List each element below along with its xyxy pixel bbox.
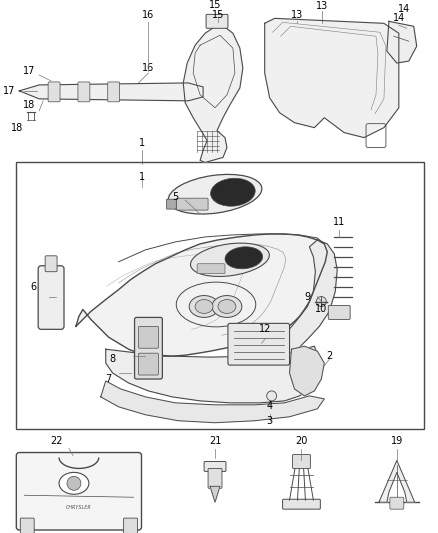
Text: 15: 15 — [212, 10, 224, 20]
Polygon shape — [265, 18, 399, 138]
Text: 5: 5 — [172, 192, 178, 202]
Text: 19: 19 — [391, 435, 403, 446]
Circle shape — [316, 296, 326, 306]
Text: 4: 4 — [267, 401, 273, 411]
FancyBboxPatch shape — [45, 256, 57, 272]
Polygon shape — [290, 346, 324, 396]
FancyBboxPatch shape — [48, 82, 60, 102]
Polygon shape — [387, 21, 417, 63]
Text: 9: 9 — [304, 292, 311, 302]
FancyBboxPatch shape — [328, 305, 350, 319]
Text: 11: 11 — [333, 217, 345, 227]
FancyBboxPatch shape — [124, 518, 138, 533]
Text: 6: 6 — [30, 281, 36, 292]
Text: 8: 8 — [110, 354, 116, 364]
Ellipse shape — [189, 296, 219, 318]
FancyBboxPatch shape — [206, 14, 228, 28]
Ellipse shape — [212, 296, 242, 318]
FancyBboxPatch shape — [197, 264, 225, 273]
FancyBboxPatch shape — [204, 462, 226, 471]
Circle shape — [67, 477, 81, 490]
Polygon shape — [106, 346, 319, 403]
FancyBboxPatch shape — [78, 82, 90, 102]
Ellipse shape — [195, 300, 213, 313]
Text: 12: 12 — [258, 325, 271, 334]
Text: 16: 16 — [142, 63, 155, 73]
FancyBboxPatch shape — [166, 199, 176, 209]
Ellipse shape — [225, 247, 263, 269]
FancyBboxPatch shape — [138, 326, 159, 348]
Ellipse shape — [168, 174, 262, 214]
Circle shape — [267, 391, 277, 401]
FancyBboxPatch shape — [208, 469, 222, 488]
Text: 2: 2 — [326, 351, 332, 361]
Text: 16: 16 — [142, 10, 155, 20]
FancyBboxPatch shape — [16, 163, 424, 429]
Polygon shape — [19, 83, 203, 101]
Ellipse shape — [59, 472, 89, 494]
Text: 1: 1 — [139, 138, 145, 148]
Text: 17: 17 — [3, 86, 16, 96]
FancyBboxPatch shape — [16, 453, 141, 530]
FancyBboxPatch shape — [108, 82, 120, 102]
FancyBboxPatch shape — [20, 518, 34, 533]
Text: 7: 7 — [106, 374, 112, 384]
Text: 10: 10 — [315, 304, 328, 314]
Text: 3: 3 — [267, 416, 273, 426]
Polygon shape — [210, 486, 220, 502]
FancyBboxPatch shape — [293, 455, 311, 469]
FancyBboxPatch shape — [138, 353, 159, 375]
Polygon shape — [76, 234, 327, 356]
Text: 14: 14 — [398, 4, 410, 14]
Text: 18: 18 — [23, 100, 35, 110]
Text: 22: 22 — [50, 435, 62, 446]
Text: 15: 15 — [209, 1, 221, 11]
Polygon shape — [279, 240, 337, 353]
FancyBboxPatch shape — [283, 499, 320, 509]
Text: CHRYSLER: CHRYSLER — [66, 505, 92, 510]
Polygon shape — [101, 381, 324, 423]
Text: 20: 20 — [295, 435, 307, 446]
FancyBboxPatch shape — [38, 266, 64, 329]
Ellipse shape — [191, 243, 269, 277]
Text: 17: 17 — [23, 66, 35, 76]
Text: 14: 14 — [393, 13, 405, 23]
Text: 21: 21 — [209, 435, 221, 446]
FancyBboxPatch shape — [228, 324, 290, 365]
Text: 1: 1 — [139, 172, 145, 182]
Polygon shape — [379, 461, 415, 502]
FancyBboxPatch shape — [390, 497, 404, 509]
Text: 18: 18 — [11, 123, 24, 133]
Ellipse shape — [211, 178, 255, 206]
Polygon shape — [183, 23, 243, 163]
FancyBboxPatch shape — [134, 318, 162, 379]
Text: 13: 13 — [291, 10, 304, 20]
Text: 13: 13 — [316, 2, 328, 11]
FancyBboxPatch shape — [176, 198, 208, 210]
Ellipse shape — [218, 300, 236, 313]
